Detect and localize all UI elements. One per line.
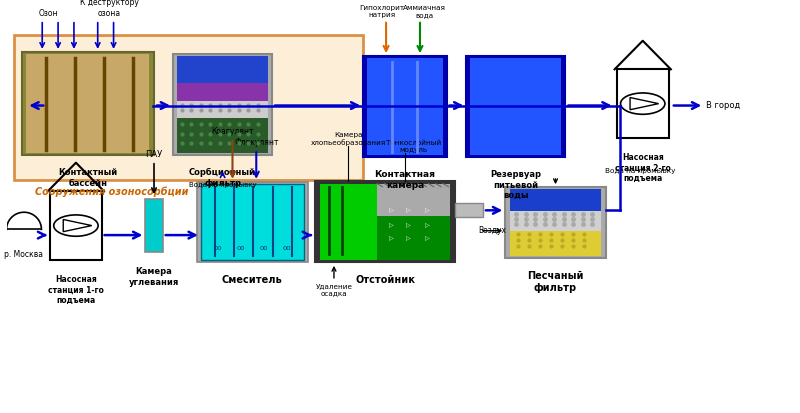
Text: oo: oo [259,245,268,252]
Text: Коагулянт: Коагулянт [211,127,254,136]
Bar [50,191,102,260]
Text: ▷: ▷ [425,208,430,213]
Bar [510,211,601,231]
Text: ▷: ▷ [425,223,430,228]
Bar [510,231,601,256]
Text: Смеситель: Смеситель [222,275,282,285]
Bar [470,58,562,155]
Text: oo: oo [237,245,245,252]
Text: Тонкослойный
модуль: Тонкослойный модуль [386,140,442,153]
Bar [367,58,442,155]
Text: ▷: ▷ [390,223,394,228]
Text: Резервуар
питьевой
воды: Резервуар питьевой воды [490,170,542,200]
Text: В город: В город [706,101,740,110]
Bar [14,35,363,180]
Text: ▷: ▷ [390,236,394,241]
Bar [466,56,566,157]
Text: Вода на промывку: Вода на промывку [605,168,675,174]
Text: Контактный
бассейн: Контактный бассейн [58,169,118,188]
Bar [173,54,272,155]
Text: ▷: ▷ [406,236,411,241]
Text: ▷: ▷ [406,223,411,228]
Bar [146,199,162,252]
Text: Озон: Озон [38,9,58,18]
Bar [363,56,446,157]
Bar [455,204,483,217]
Text: ПАУ: ПАУ [146,150,162,159]
Text: oo: oo [214,245,222,252]
Text: Камера
хлопьеобразования: Камера хлопьеобразования [311,132,386,145]
Bar [177,118,268,153]
Bar [177,56,268,83]
Bar [617,69,669,138]
Bar [197,182,308,262]
Text: ▷: ▷ [390,208,394,213]
Bar [315,181,455,262]
Polygon shape [630,97,658,110]
Text: Сооружения озоносорбции: Сооружения озоносорбции [35,187,189,197]
Text: р. Москва: р. Москва [5,250,43,259]
Bar [22,52,154,155]
Text: ▷: ▷ [406,208,411,213]
Bar [378,184,450,260]
Text: Контактная
камера: Контактная камера [374,170,435,190]
Text: oo: oo [282,245,290,252]
Text: Сорбционный
фильтр: Сорбционный фильтр [189,169,256,188]
Polygon shape [63,219,92,232]
Text: Удаление
осадка: Удаление осадка [315,283,353,296]
Text: Воздух: Воздух [478,226,506,235]
Bar [505,187,606,259]
Bar [177,101,268,118]
Bar [201,184,304,260]
Text: К деструктору
озона: К деструктору озона [80,0,139,18]
Text: ▷: ▷ [425,236,430,241]
Text: Камера
углевания: Камера углевания [129,268,179,287]
Bar [320,184,378,260]
Circle shape [54,215,98,236]
Bar [177,83,268,101]
Text: Вода на промывку: Вода на промывку [189,182,256,188]
Text: Аммиачная
вода: Аммиачная вода [402,5,446,18]
Bar [378,184,450,216]
Circle shape [621,93,665,114]
Text: Насосная
станция 2-го
подъема: Насосная станция 2-го подъема [614,153,670,183]
Text: Насосная
станция 1-го
подъема: Насосная станция 1-го подъема [48,275,104,305]
Text: Песчаный
фильтр: Песчаный фильтр [527,271,584,293]
Bar [26,54,150,153]
Text: Отстойник: Отстойник [355,275,415,285]
Text: Гипохлорит
натрия: Гипохлорит натрия [359,5,405,18]
Text: Флокулянт: Флокулянт [234,138,278,147]
Bar [510,190,601,211]
